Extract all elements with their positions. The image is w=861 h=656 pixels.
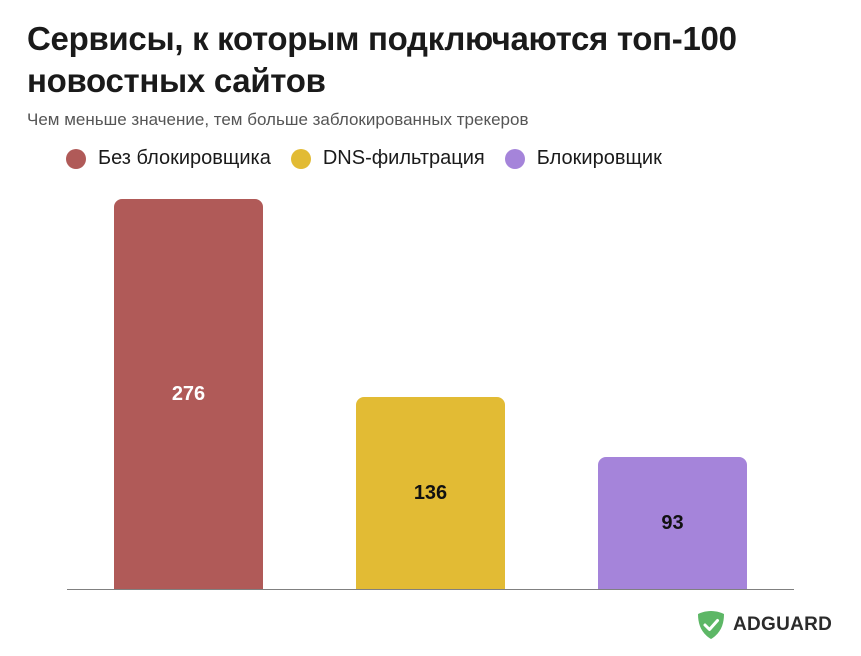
plot-area: 276 136 93 xyxy=(67,195,794,590)
bar-value-label: 276 xyxy=(171,382,206,405)
legend-dot-icon xyxy=(290,148,311,169)
legend-dot-icon xyxy=(504,148,525,169)
legend-item-blocker: Блокировщик xyxy=(504,147,662,170)
bar-value-label: 93 xyxy=(661,511,684,534)
legend-dot-icon xyxy=(66,148,86,169)
bar-no-blocker: 276 xyxy=(114,199,263,589)
legend-label: Без блокировщика xyxy=(98,147,271,169)
bar-dns-filtering: 136 xyxy=(356,397,505,589)
bar-blocker: 93 xyxy=(598,457,747,589)
legend-item-dns-filtering: DNS-фильтрация xyxy=(290,147,485,170)
adguard-logo: ADGUARD xyxy=(697,610,832,640)
legend-label: Блокировщик xyxy=(536,147,662,169)
x-axis-line xyxy=(67,589,794,590)
chart-subtitle: Чем меньше значение, тем больше заблокир… xyxy=(27,110,529,129)
legend-label: DNS-фильтрация xyxy=(322,147,485,169)
chart-title: Сервисы, к которым подключаются топ-100 … xyxy=(27,20,737,99)
shield-check-icon xyxy=(698,611,724,639)
bar-value-label: 136 xyxy=(413,481,448,504)
legend-item-no-blocker: Без блокировщика xyxy=(66,147,271,170)
legend: Без блокировщика DNS-фильтрация Блокиров… xyxy=(66,147,682,170)
brand-name: ADGUARD xyxy=(733,614,833,635)
